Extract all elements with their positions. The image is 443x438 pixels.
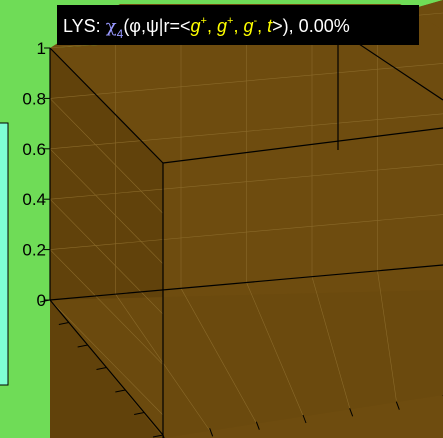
z-grid-line-left-wall	[49, 98, 164, 214]
x-tick-mark	[39, 299, 51, 303]
title-sep1: ,	[207, 16, 217, 36]
title-g1: g	[191, 16, 201, 36]
chart-title: LYS: χ4(φ,ψ|r=<g+, g+, g-, t>), 0.00%	[63, 15, 350, 41]
title-args-close: >), 0.00%	[272, 16, 350, 36]
y-tick-mark	[209, 428, 214, 437]
cube-floor	[50, 290, 443, 438]
title-prefix: LYS:	[63, 16, 106, 36]
title-g3-sup: -	[253, 15, 257, 27]
title-g3: g	[243, 16, 253, 36]
floor-grid-line	[180, 288, 257, 424]
floor-grid-line	[311, 276, 350, 409]
floor-grid-line	[377, 270, 397, 401]
y-tick-mark	[162, 434, 165, 438]
title-g2-sup: +	[227, 15, 233, 27]
y-tick-mark	[395, 401, 400, 410]
z-tick-label: 0.8	[22, 89, 46, 108]
title-sep3: ,	[257, 16, 267, 36]
floor-grid-line	[246, 282, 304, 416]
z-tick-label: 0.4	[22, 190, 46, 209]
z-grid-line-left-wall	[49, 148, 164, 265]
title-chi: χ	[106, 16, 117, 37]
y-tick-mark	[302, 414, 307, 424]
z-grid-line-left-wall	[49, 299, 164, 416]
colorbar	[0, 122, 9, 386]
x-axis-ticks	[39, 299, 443, 438]
z-axis: 0 0.2 0.4 0.6 0.8 1	[22, 39, 50, 310]
title-args-open: (φ,ψ|r=<	[123, 16, 190, 36]
edge-top-left-diagonal	[49, 47, 164, 164]
title-chi-subscript: 4	[117, 27, 124, 41]
z-tick-label: 0.2	[22, 241, 46, 260]
x-tick-mark	[152, 434, 164, 438]
z-tick-label: 0.6	[22, 140, 46, 159]
y-tick-mark	[255, 421, 260, 430]
title-g2: g	[217, 16, 227, 36]
x-tick-mark	[58, 322, 69, 325]
z-tick-label: 0	[37, 291, 46, 310]
z-grid-line-left-wall	[49, 249, 164, 365]
z-tick-label: 1	[37, 39, 46, 58]
title-background	[57, 5, 419, 45]
title-sep2: ,	[233, 16, 243, 36]
edge-front-top	[162, 127, 443, 164]
x-tick-mark	[96, 367, 107, 370]
x-tick-mark	[77, 344, 88, 348]
title-g1-sup: +	[201, 15, 207, 27]
edge-floor-back	[49, 264, 443, 301]
title-t: t	[267, 16, 273, 36]
x-tick-mark	[134, 412, 145, 415]
x-tick-mark	[115, 389, 126, 393]
title-box: LYS: χ4(φ,ψ|r=<g+, g+, g-, t>), 0.00%	[57, 5, 419, 45]
z-grid-line-left-wall	[49, 198, 164, 315]
y-tick-mark	[349, 408, 354, 417]
